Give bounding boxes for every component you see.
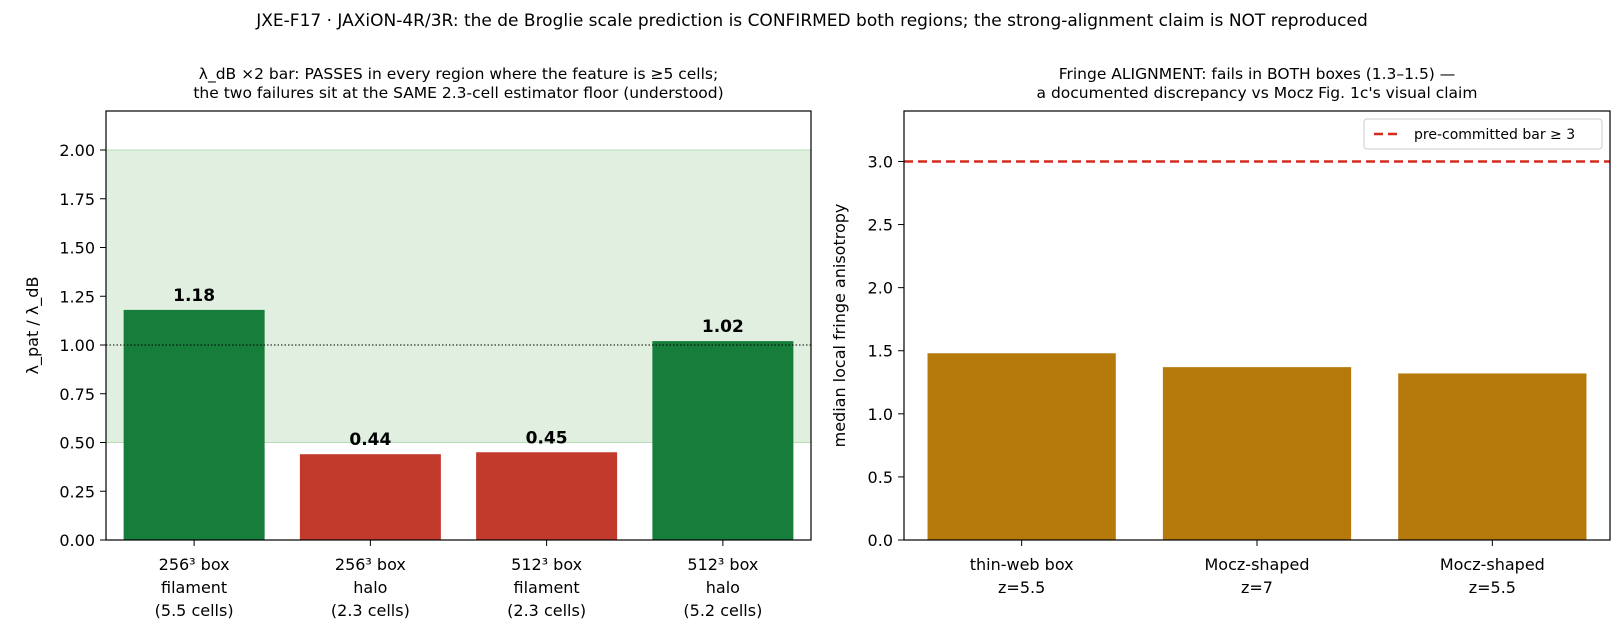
- bar: [476, 452, 618, 540]
- y-tick-label: 3.0: [868, 152, 893, 171]
- y-tick-label: 0.25: [59, 482, 95, 501]
- y-tick-label: 1.5: [868, 342, 893, 361]
- x-tick-label: filament: [514, 578, 580, 597]
- bar: [652, 341, 794, 540]
- panel-title-line: the two failures sit at the SAME 2.3-cel…: [193, 84, 723, 102]
- x-tick-label: (5.2 cells): [683, 601, 762, 620]
- panel-title-line: Fringe ALIGNMENT: fails in BOTH boxes (1…: [1059, 65, 1456, 83]
- y-tick-label: 0.50: [59, 434, 95, 453]
- axes-frame: [903, 110, 1611, 541]
- figure-title: JXE-F17 · JAXiON-4R/3R: the de Broglie s…: [255, 11, 1368, 31]
- bar: [927, 353, 1116, 540]
- y-tick-label: 1.25: [59, 287, 95, 306]
- y-tick-label: 0.0: [868, 531, 893, 550]
- x-tick-label: halo: [353, 578, 387, 597]
- y-tick-label: 0.75: [59, 385, 95, 404]
- bar: [1162, 367, 1352, 540]
- panel-title-line: λ_dB ×2 bar: PASSES in every region wher…: [199, 65, 718, 84]
- bar-value-label: 1.18: [173, 286, 215, 306]
- x-tick-label: Mocz-shaped: [1205, 555, 1310, 574]
- panel-de-broglie-ratio: λ_dB ×2 bar: PASSES in every region wher…: [23, 65, 812, 620]
- y-tick-label: 1.00: [59, 336, 95, 355]
- y-tick-label: 2.00: [59, 141, 95, 160]
- x-tick-label: z=5.5: [1469, 578, 1516, 597]
- x-tick-label: (5.5 cells): [155, 601, 234, 620]
- x-tick-label: Mocz-shaped: [1440, 555, 1545, 574]
- y-tick-label: 0.00: [59, 531, 95, 550]
- bar-value-label: 1.02: [702, 317, 744, 337]
- legend-label: pre-committed bar ≥ 3: [1414, 127, 1575, 143]
- y-tick-label: 2.0: [868, 279, 893, 298]
- panel-title-line: a documented discrepancy vs Mocz Fig. 1c…: [1037, 84, 1478, 102]
- x-tick-label: 256³ box: [335, 555, 406, 574]
- axes-frame: [105, 110, 812, 541]
- legend: pre-committed bar ≥ 3: [1363, 118, 1603, 150]
- x-tick-label: (2.3 cells): [331, 601, 410, 620]
- y-tick-label: 0.5: [868, 468, 893, 487]
- x-tick-label: thin-web box: [970, 555, 1074, 574]
- x-tick-label: 512³ box: [687, 555, 758, 574]
- bar: [299, 454, 441, 540]
- x-tick-label: halo: [706, 578, 740, 597]
- y-axis-label: λ_pat / λ_dB: [23, 277, 43, 375]
- x-tick-label: filament: [161, 578, 227, 597]
- x-tick-label: 256³ box: [159, 555, 230, 574]
- x-tick-label: 512³ box: [511, 555, 582, 574]
- y-tick-label: 1.75: [59, 190, 95, 209]
- bar: [123, 309, 265, 540]
- bar-value-label: 0.45: [526, 428, 568, 448]
- y-tick-label: 2.5: [868, 216, 893, 235]
- y-tick-label: 1.0: [868, 405, 893, 424]
- panel-fringe-alignment: Fringe ALIGNMENT: fails in BOTH boxes (1…: [830, 65, 1611, 597]
- x-tick-label: z=7: [1241, 578, 1273, 597]
- x-tick-label: (2.3 cells): [507, 601, 586, 620]
- y-tick-label: 1.50: [59, 239, 95, 258]
- x-tick-label: z=5.5: [998, 578, 1045, 597]
- y-axis-label: median local fringe anisotropy: [830, 204, 849, 448]
- bar: [1398, 373, 1587, 540]
- legend-box: [1363, 118, 1603, 150]
- bar-value-label: 0.44: [349, 430, 391, 450]
